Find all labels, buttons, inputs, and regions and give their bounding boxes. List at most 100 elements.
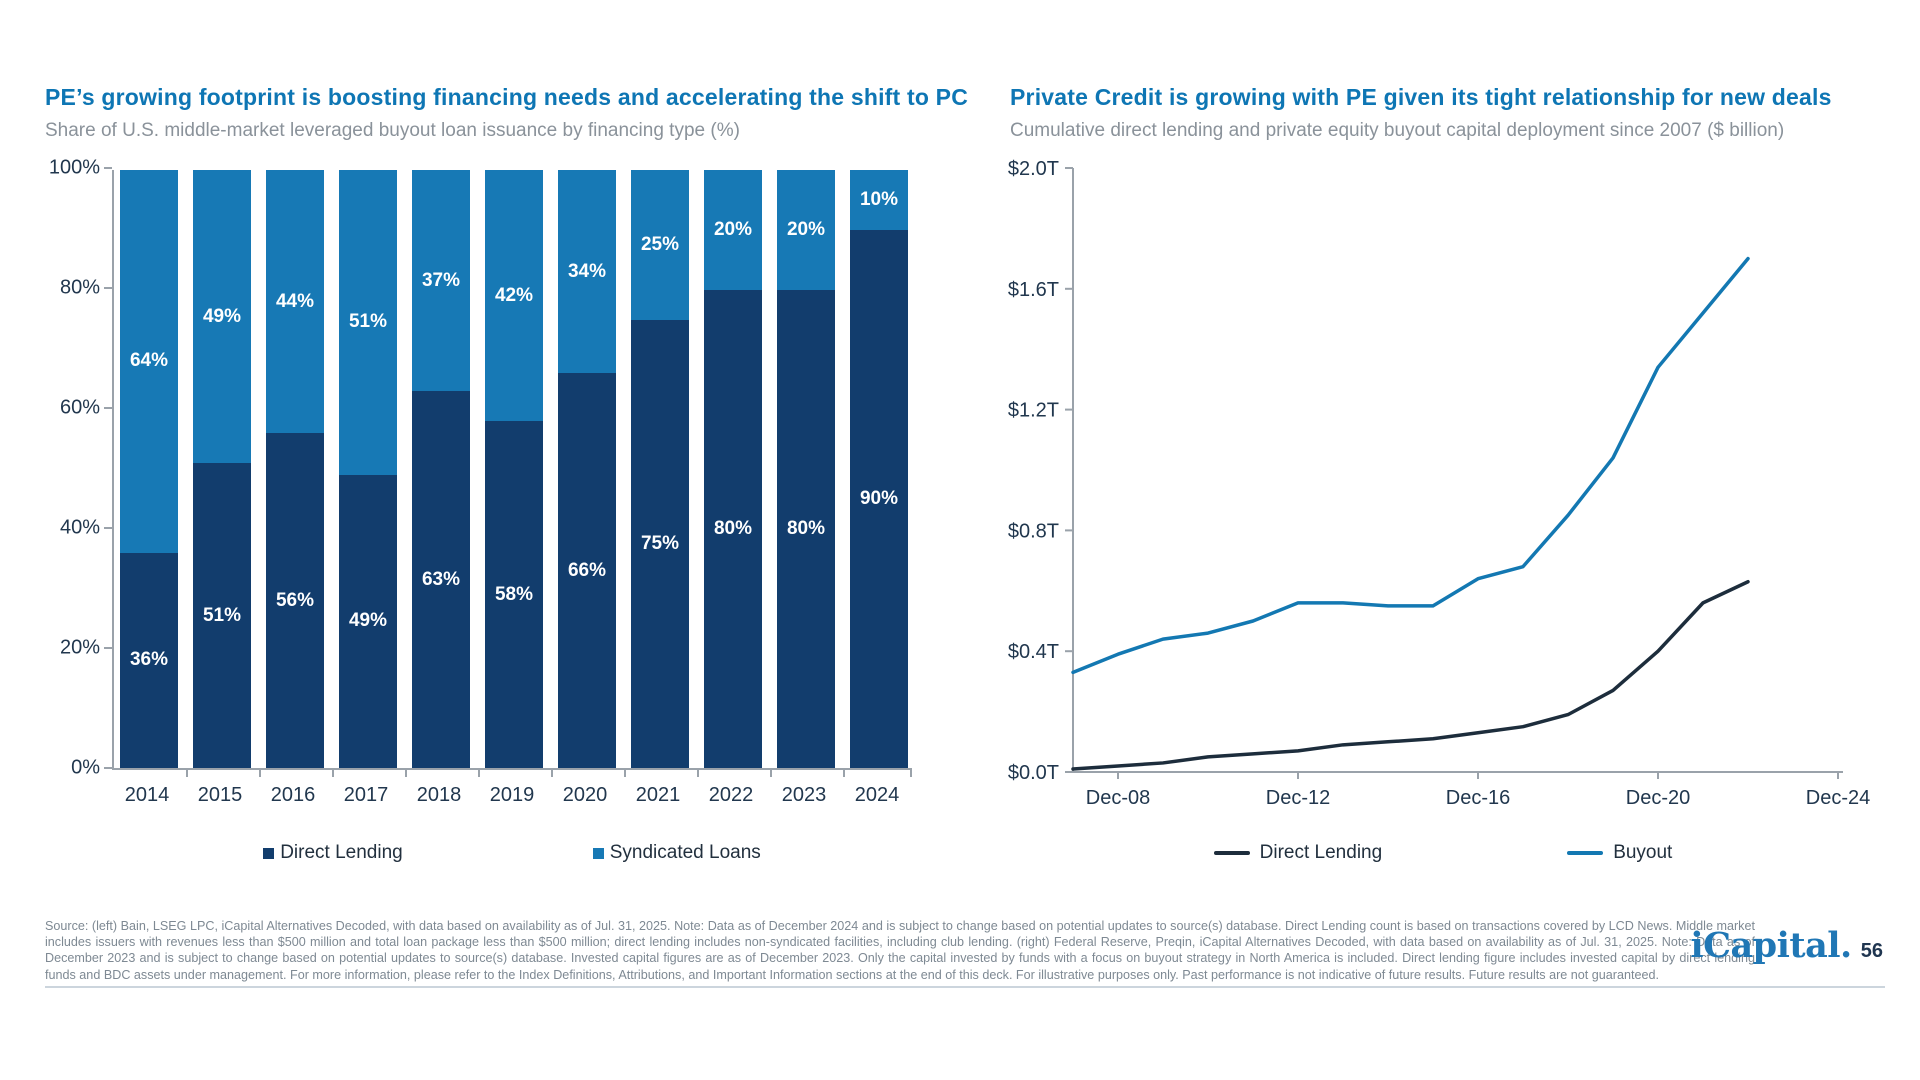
bar-segment-syndicated-loans: 34% [558,170,616,374]
bar-chart-legend: Direct Lending Syndicated Loans [112,842,912,864]
bar-2017: 51% 49% [339,170,397,768]
source-note: Source: (left) Bain, LSEG LPC, iCapital … [45,919,1755,982]
bar-segment-syndicated-loans: 64% [120,170,178,553]
legend-label: Direct Lending [1259,842,1383,863]
bar-2016: 44% 56% [266,170,324,768]
bar-segment-syndicated-loans: 51% [339,170,397,475]
x-axis-tick [404,770,407,777]
bar-segment-direct-lending: 63% [412,391,470,768]
line-chart-svg: $0.0T $0.4T $0.8T $1.2T $1.6T $2.0T Dec-08 Dec-… [1008,158,1870,809]
bar-segment-syndicated-loans: 44% [266,170,324,434]
x-axis-label: 2016 [270,784,316,806]
bar-value-label: 25% [640,233,680,255]
axis-tick-label: $0.4T [1008,641,1059,663]
bar-segment-direct-lending: 49% [339,474,397,768]
bar-value-label: 49% [202,305,242,327]
legend-item-direct-lending: Direct Lending [263,842,403,864]
y-axis-tick-label: 60% [59,396,100,419]
bar-2015: 49% 51% [193,170,251,768]
bar-segment-syndicated-loans: 10% [850,170,908,230]
bar-value-label: 51% [348,311,388,333]
x-axis-label: 2015 [197,784,243,806]
x-axis-tick [842,770,845,777]
x-axis-tick [696,770,699,777]
axis-tick-label: $1.2T [1008,400,1059,422]
x-axis-label: 2019 [489,784,535,806]
bar-segment-direct-lending: 80% [704,289,762,768]
y-axis-tick-label: 20% [59,636,100,659]
bar-2022: 20% 80% [704,170,762,768]
x-axis-tick [623,770,626,777]
x-axis-label: 2020 [562,784,608,806]
x-axis-label: 2021 [635,784,681,806]
left-chart-subtitle: Share of U.S. middle-market leveraged bu… [45,120,740,141]
line-chart: $0.0T $0.4T $0.8T $1.2T $1.6T $2.0T Dec-08 Dec-… [998,150,1888,827]
bar-value-label: 37% [421,269,461,291]
bar-value-label: 58% [494,583,534,605]
footer-divider [45,986,1885,988]
bar-value-label: 34% [567,260,607,282]
legend-swatch-icon [592,847,604,859]
x-axis-tick [910,770,912,777]
x-axis-tick [477,770,480,777]
bar-segment-direct-lending: 51% [193,463,251,768]
line-chart-legend: Direct Lending Buyout [1073,842,1813,864]
bar-plot-area: 0% 20% 40% 60% 80% 100% 64% 36% 49% 51% 44% 56% 51% 4… [49,157,912,779]
bar-2020: 34% 66% [558,170,616,768]
y-axis-tick [104,767,112,769]
bar-value-label: 75% [640,532,680,554]
bar-2018: 37% 63% [412,170,470,768]
x-axis-label: 2014 [124,784,170,806]
x-axis-tick [550,770,553,777]
axis-tick-label: Dec-20 [1626,787,1690,809]
bar-segment-syndicated-loans: 49% [193,170,251,464]
bar-segment-syndicated-loans: 25% [631,170,689,320]
bars-group: 64% 36% 49% 51% 44% 56% 51% 49% 37% 63% 42% 58% 34% 6… [120,170,908,768]
bar-2019: 42% 58% [485,170,543,768]
x-axis-label: 2022 [708,784,754,806]
bar-value-label: 10% [859,188,899,210]
bar-segment-direct-lending: 58% [485,421,543,768]
axis-tick-label: Dec-16 [1446,787,1510,809]
y-axis-tick [104,647,112,649]
y-axis-tick-label: 80% [59,276,100,299]
right-chart-title: Private Credit is growing with PE given … [1010,84,1832,110]
bar-segment-syndicated-loans: 42% [485,170,543,422]
bar-value-label: 42% [494,284,534,306]
bar-value-label: 90% [859,487,899,509]
legend-label: Direct Lending [280,842,403,863]
x-axis-labels: 2014 2015 2016 2017 2018 2019 2020 2021 2022 2023… [118,784,918,807]
bar-value-label: 80% [713,517,753,539]
x-axis-label: 2018 [416,784,462,806]
y-axis-tick-label: 40% [59,516,100,539]
y-axis-tick [104,167,112,169]
axis-tick-label: Dec-08 [1086,787,1150,809]
x-axis-tick [258,770,261,777]
y-axis-tick-label: 100% [48,156,100,179]
right-chart-subtitle: Cumulative direct lending and private eq… [1010,120,1785,141]
y-axis-tick-label: 0% [71,756,100,779]
legend-label: Buyout [1613,842,1673,863]
legend-swatch-icon [263,847,275,859]
legend-item-syndicated-loans: Syndicated Loans [592,842,761,864]
bar-value-label: 44% [275,290,315,312]
bar-value-label: 56% [275,589,315,611]
axis-tick-label: Dec-24 [1806,787,1870,809]
legend-item-buyout: Buyout [1567,842,1672,864]
axis-tick-label: $0.8T [1008,520,1059,542]
legend-label: Syndicated Loans [609,842,761,863]
bar-segment-syndicated-loans: 20% [777,170,835,290]
bar-value-label: 20% [713,218,753,240]
icapital-logo: iCapital. [1690,925,1852,966]
series-line-buyout [1071,256,1750,675]
bar-2021: 25% 75% [631,170,689,768]
y-axis-tick [104,527,112,529]
x-axis-tick [185,770,188,777]
axis-tick-label: $0.0T [1008,762,1059,784]
bar-value-label: 64% [129,350,169,372]
bar-value-label: 20% [786,218,826,240]
bar-segment-direct-lending: 90% [850,229,908,768]
y-axis-tick [104,287,112,289]
bar-value-label: 49% [348,610,388,632]
